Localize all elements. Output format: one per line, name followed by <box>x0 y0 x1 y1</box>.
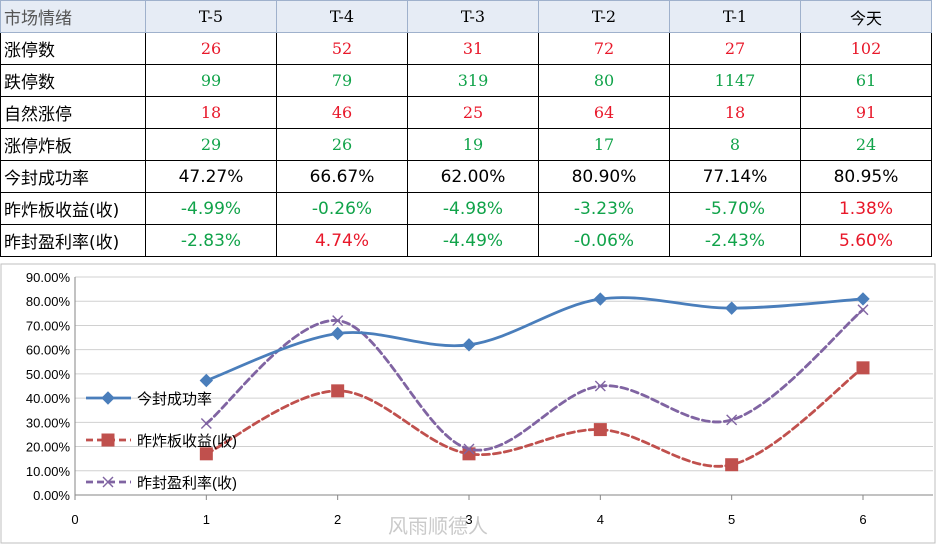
table-cell: 26 <box>276 128 408 161</box>
row-label: 昨炸板收益(收) <box>0 192 146 225</box>
legend-marker <box>101 391 115 405</box>
x-tick-label: 1 <box>203 512 210 527</box>
table-cell: -4.49% <box>407 224 539 257</box>
x-tick-label: 6 <box>859 512 866 527</box>
table-row: 昨炸板收益(收) -4.99% -0.26% -4.98% -3.23% -5.70% 1.… <box>0 192 932 225</box>
data-point <box>856 292 870 306</box>
data-point <box>200 418 212 430</box>
data-point <box>594 380 606 392</box>
table-cell: 4.74% <box>276 224 408 257</box>
y-tick-label: 30.00% <box>26 415 71 430</box>
legend-label: 昨炸板收益(收) <box>137 432 237 450</box>
table-cell: 52 <box>276 32 408 65</box>
table-cell: -2.43% <box>669 224 801 257</box>
y-tick-label: 40.00% <box>26 391 71 406</box>
watermark: 风雨顺德人 <box>388 514 488 538</box>
data-point <box>856 361 870 375</box>
legend-marker <box>101 433 115 447</box>
legend-marker <box>102 476 114 488</box>
table-cell: -4.99% <box>145 192 277 225</box>
table-cell: 80 <box>538 64 670 97</box>
table-cell: -2.83% <box>145 224 277 257</box>
row-label: 昨封盈利率(收) <box>0 224 146 257</box>
y-tick-label: 20.00% <box>26 440 71 455</box>
header-period-cell: T-1 <box>669 0 801 33</box>
data-point <box>724 301 739 315</box>
x-tick-label: 4 <box>597 512 604 527</box>
table-cell: -0.26% <box>276 192 408 225</box>
table-cell: 19 <box>407 128 539 161</box>
y-tick-label: 60.00% <box>26 343 71 358</box>
market-sentiment-table: 市场情绪 T-5 T-4 T-3 T-2 T-1 今天 涨停数 26 52 31 72 27 102 跌停数… <box>0 0 932 257</box>
header-label-cell: 市场情绪 <box>0 0 146 33</box>
table-cell: 79 <box>276 64 408 97</box>
row-label: 今封成功率 <box>0 160 146 193</box>
data-point <box>857 304 869 316</box>
x-tick-label: 5 <box>728 512 735 527</box>
y-tick-label: 70.00% <box>26 318 71 333</box>
data-point <box>593 292 608 306</box>
table-cell: 25 <box>407 96 539 129</box>
y-tick-label: 90.00% <box>26 270 71 285</box>
table-cell: -4.98% <box>407 192 539 225</box>
table-header-row: 市场情绪 T-5 T-4 T-3 T-2 T-1 今天 <box>0 0 932 33</box>
table-row: 昨封盈利率(收) -2.83% 4.74% -4.49% -0.06% -2.43% 5.6… <box>0 224 932 257</box>
data-point <box>463 443 475 455</box>
y-tick-label: 0.00% <box>33 488 70 503</box>
table-cell: -5.70% <box>669 192 801 225</box>
table-cell: 102 <box>800 32 932 65</box>
data-point <box>199 447 213 461</box>
table-cell: 91 <box>800 96 932 129</box>
table-row: 涨停数 26 52 31 72 27 102 <box>0 32 932 65</box>
data-point <box>199 373 214 388</box>
data-point <box>726 414 738 426</box>
legend-label: 今封成功率 <box>137 391 212 408</box>
series-line <box>204 308 865 452</box>
table-cell: 80.95% <box>800 160 932 193</box>
data-point <box>725 458 739 472</box>
row-label: 涨停数 <box>0 32 146 65</box>
data-point <box>332 315 344 327</box>
data-point <box>593 423 607 437</box>
x-tick-label: 3 <box>465 512 472 527</box>
table-cell: 80.90% <box>538 160 670 193</box>
header-period-cell: T-2 <box>538 0 670 33</box>
table-cell: 62.00% <box>407 160 539 193</box>
data-point <box>330 326 345 341</box>
legend-label: 昨封盈利率(收) <box>137 475 237 492</box>
data-point <box>462 338 476 352</box>
table-cell: 1.38% <box>800 192 932 225</box>
table-row: 跌停数 99 79 319 80 1147 61 <box>0 64 932 97</box>
table-cell: 47.27% <box>145 160 277 193</box>
table-cell: -0.06% <box>538 224 670 257</box>
header-period-cell: 今天 <box>800 0 932 33</box>
y-tick-label: 50.00% <box>26 367 71 382</box>
table-cell: 1147 <box>669 64 801 97</box>
table-cell: 64 <box>538 96 670 129</box>
header-period-cell: T-3 <box>407 0 539 33</box>
series-line <box>204 366 865 468</box>
table-cell: 46 <box>276 96 408 129</box>
y-tick-label: 10.00% <box>26 464 71 479</box>
table-row: 今封成功率 47.27% 66.67% 62.00% 80.90% 77.14% 80.95… <box>0 160 932 193</box>
table-cell: 5.60% <box>800 224 932 257</box>
y-tick-label: 80.00% <box>26 294 71 309</box>
table-cell: 27 <box>669 32 801 65</box>
x-tick-label: 2 <box>334 512 341 527</box>
chart-frame <box>0 263 936 544</box>
x-tick-label: 0 <box>71 512 78 527</box>
series-line <box>204 296 865 382</box>
table-cell: 26 <box>145 32 277 65</box>
data-point <box>331 384 345 398</box>
row-label: 跌停数 <box>0 64 146 97</box>
